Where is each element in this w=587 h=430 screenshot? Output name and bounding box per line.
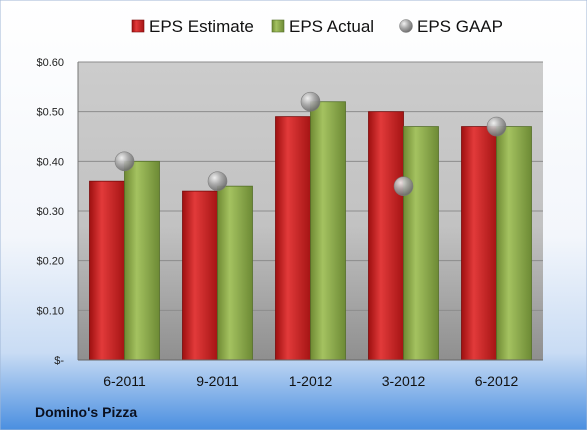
legend-label-eps-estimate: EPS Estimate [149,17,254,36]
y-tick-label: $0.30 [36,206,64,218]
y-tick-label: $0.60 [36,57,64,69]
y-tick-label: $0.50 [36,107,64,119]
bar-eps-actual [217,185,253,361]
x-tick-label: 1-2012 [289,373,333,389]
x-tick-label: 9-2011 [196,373,239,389]
bar-eps-actual [310,101,346,361]
bar-eps-estimate [182,190,218,361]
legend-swatch-eps-estimate [131,19,145,33]
bar-eps-estimate [89,180,125,361]
marker-eps-gaap [486,116,507,137]
legend: EPS Estimate EPS Actual EPS GAAP [131,17,503,36]
x-tick-label: 6-2011 [103,373,146,389]
company-label: Domino's Pizza [35,404,137,420]
legend-swatch-eps-gaap [399,19,413,33]
y-tick-label: $0.40 [36,156,64,168]
y-axis: $- $0.10 $0.20 $0.30 $0.40 $0.50 $0.60 [36,57,79,367]
x-tick-label: 3-2012 [382,373,426,389]
legend-label-eps-gaap: EPS GAAP [417,17,503,36]
bar-eps-estimate [275,116,311,361]
marker-eps-gaap [393,176,414,196]
legend-label-eps-actual: EPS Actual [289,17,374,36]
gaap-markers-group [114,91,507,196]
bar-eps-actual [124,160,160,361]
marker-eps-gaap [114,151,135,172]
x-tick-label: 6-2012 [475,373,519,389]
bar-eps-estimate [461,126,497,361]
x-axis: 6-2011 9-2011 1-2012 3-2012 6-2012 [78,359,543,389]
legend-swatch-eps-actual [271,19,285,33]
y-tick-label: $0.10 [36,305,64,317]
marker-eps-gaap [300,91,321,112]
bar-eps-actual [403,126,439,361]
bars-group [89,101,532,361]
bar-eps-actual [496,126,532,361]
y-tick-label: $0.20 [36,256,64,268]
y-tick-label: $- [54,355,64,367]
bar-eps-estimate [368,111,404,361]
marker-eps-gaap [207,171,228,191]
